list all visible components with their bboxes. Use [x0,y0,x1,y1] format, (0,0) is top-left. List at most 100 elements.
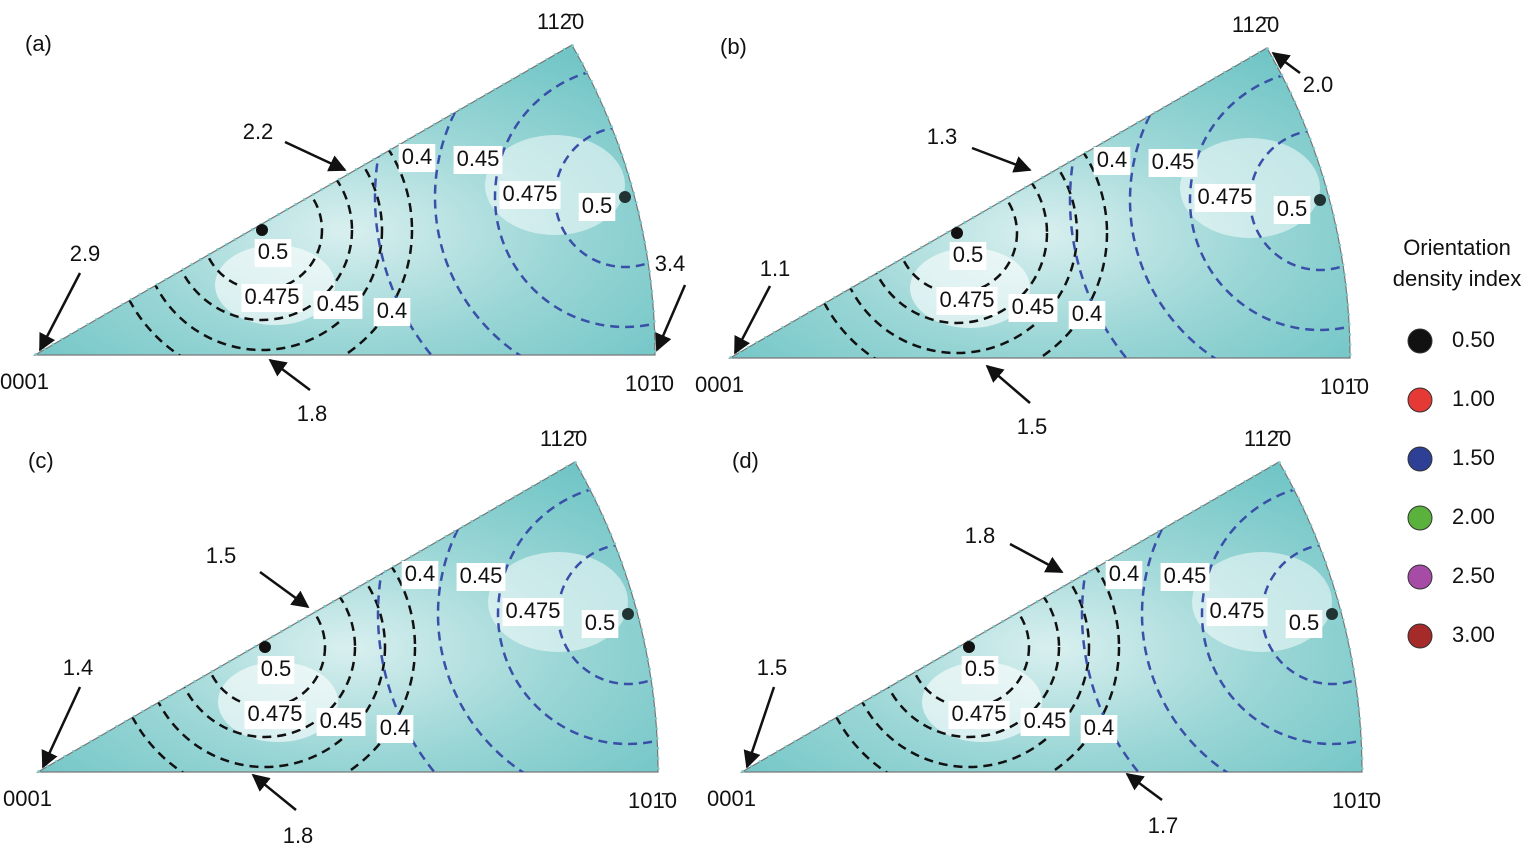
corner-label: 112̄0 [1232,12,1279,37]
contour-dashed [373,45,655,355]
contour-label: 0.4 [380,715,411,740]
annotation: 1.8 [283,823,314,848]
contour-label-bg [1206,598,1268,626]
annotation: 1.5 [1017,414,1048,439]
contour-label: 0.475 [951,701,1006,726]
annotation: 1.7 [1148,813,1179,838]
corner-label: 101̄0 [625,371,674,396]
contour-label: 0.475 [502,181,557,206]
contour-label-bg [313,291,363,319]
contour-label-bg [961,656,999,684]
marker-dot [622,608,634,620]
legend-label: 1.50 [1452,445,1495,470]
contour-label-bg [1093,147,1131,175]
contour-label-bg [1285,610,1323,638]
annotation: 1.5 [206,543,237,568]
edge-ticks [741,459,1364,774]
annotation: 2.9 [70,241,101,266]
contour-dashed [1080,462,1362,772]
annotation: 1.4 [63,655,94,680]
contour-label-bg [949,242,987,270]
panel-label: (a) [25,31,52,56]
contour-label: 0.4 [1109,561,1140,586]
contour-label-bg [578,193,616,221]
contour-label: 0.475 [247,701,302,726]
arrow [268,358,311,391]
corner-label: 112̄0 [1244,426,1291,451]
marker-dot [619,191,631,203]
legend-title: Orientation density index [1392,235,1522,291]
contour-label: 0.475 [939,287,994,312]
legend-label: 3.00 [1452,622,1495,647]
contour-dashed [553,125,655,269]
contour-label-bg [936,287,998,315]
contour-label-bg [453,146,503,174]
arrow [259,570,310,609]
contour-label: 0.45 [1012,294,1055,319]
contour-label: 0.4 [377,298,408,323]
contour-label: 0.45 [317,291,360,316]
marker-dot [1314,194,1326,206]
contour-label-bg [401,561,439,589]
contour-dashed [1068,48,1350,358]
contour-label: 0.475 [1209,598,1264,623]
corner-label: 0001 [707,786,756,811]
sector [739,461,1363,773]
contour-dashed [1260,542,1362,686]
annotation: 3.4 [655,251,686,276]
corner-label: 0001 [0,369,49,394]
marker-dot [256,224,268,236]
contour-label-bg [244,701,306,729]
legend-label: 0.50 [1452,327,1495,352]
arrow [655,284,687,352]
legend-swatch [1407,505,1433,531]
contour-label-bg [254,239,292,267]
contours [113,462,658,772]
contour-label: 0.5 [965,656,996,681]
corner-label: 101̄0 [1320,374,1369,399]
contour-label-bg [1194,184,1256,212]
arrow [38,272,82,352]
contour-label: 0.475 [1197,184,1252,209]
contour-label: 0.475 [505,598,560,623]
annotation: 1.5 [757,655,788,680]
contour-label-bg [398,144,436,172]
contour-label: 0.5 [1289,610,1320,635]
contour-label-bg [1080,715,1118,743]
contour-label: 0.475 [244,284,299,309]
legend-swatch [1407,623,1433,649]
contour-label-bg [1068,301,1106,329]
contour-label-bg [376,715,414,743]
contour-label: 0.45 [1024,708,1067,733]
annotation: 1.8 [297,401,328,426]
contour-label-bg [456,563,506,591]
legend-swatch [1407,328,1433,354]
contour-label-bg [1105,561,1143,589]
legend-label: 1.00 [1452,386,1495,411]
contour-label: 0.45 [320,708,363,733]
marker-dot [1326,608,1338,620]
pole-figure: 0.50.475 0.45 0.40.4 0.450.475 0.5(b)0001 101… [695,12,1369,439]
corner-label: 112̄0 [537,9,584,34]
panel-label: (b) [720,34,747,59]
pole-figure: 0.50.475 0.45 0.40.4 0.450.475 0.5(d)0001 101… [707,426,1381,838]
contour-label-bg [502,598,564,626]
contour-dashed [556,542,658,686]
corner-label: 0001 [3,786,52,811]
contour-label-bg [1008,294,1058,322]
contour-label: 0.45 [1152,149,1195,174]
marker-dot [259,641,271,653]
marker-dot [951,227,963,239]
contour-dashed [1248,128,1350,272]
legend-swatch [1407,564,1433,590]
contour-label: 0.5 [582,193,613,218]
corner-label: 101̄0 [628,788,677,813]
legend-swatch [1407,446,1433,472]
arrow [41,686,82,769]
legend-swatch [1407,387,1433,413]
sector [35,461,659,773]
sector [727,47,1351,359]
contour-label: 0.5 [585,610,616,635]
sector [32,44,656,356]
arrow [1125,772,1163,802]
